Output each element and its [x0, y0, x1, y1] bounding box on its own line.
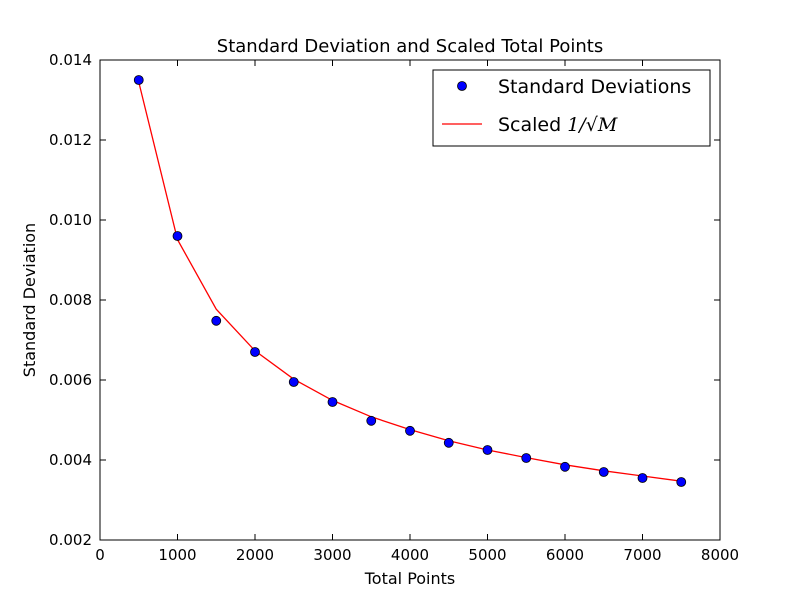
data-point-standard-deviation [443, 437, 454, 448]
legend-label-standard-deviations: Standard Deviations [498, 76, 691, 98]
x-axis-ticks: 0 1000 2000 3000 4000 5000 6000 7000 8000 [95, 60, 739, 564]
data-point-standard-deviation [366, 415, 377, 426]
x-tick-label: 7000 [623, 546, 661, 564]
legend-label-scaled-prefix: Scaled [498, 114, 567, 136]
y-tick-label: 0.014 [49, 51, 92, 69]
data-point-standard-deviation [172, 231, 183, 241]
data-point-standard-deviation [250, 347, 260, 357]
x-tick-label: 6000 [546, 546, 584, 564]
data-point-standard-deviation [211, 315, 222, 326]
y-tick-label: 0.010 [49, 211, 92, 229]
y-tick-label: 0.002 [49, 531, 92, 549]
x-tick-label: 8000 [701, 546, 739, 564]
chart-title: Standard Deviation and Scaled Total Poin… [217, 36, 603, 57]
data-point-standard-deviation [288, 377, 299, 387]
data-point-standard-deviation [482, 445, 493, 455]
x-tick-label: 4000 [391, 546, 429, 564]
y-tick-label: 0.004 [49, 451, 92, 469]
y-axis-ticks: 0.002 0.004 0.006 0.008 0.010 0.012 0.014 [49, 51, 720, 549]
data-point-standard-deviation [133, 75, 144, 85]
data-point-standard-deviation [327, 397, 338, 407]
x-tick-label: 0 [95, 546, 105, 564]
plot-area [133, 75, 687, 487]
y-axis-label: Standard Deviation [20, 223, 39, 377]
legend-label-scaled: Scaled 1/√M [498, 114, 618, 136]
y-tick-label: 0.012 [49, 131, 92, 149]
data-point-standard-deviation [676, 477, 687, 487]
y-tick-label: 0.006 [49, 371, 92, 389]
x-tick-label: 3000 [313, 546, 351, 564]
legend: Standard Deviations Scaled 1/√M [432, 69, 711, 147]
legend-label-scaled-math: 1/√M [567, 114, 618, 136]
legend-marker-standard-deviations [457, 81, 467, 91]
data-point-standard-deviation [598, 467, 609, 477]
data-point-standard-deviation [405, 425, 415, 436]
x-tick-label: 1000 [158, 546, 196, 564]
data-point-standard-deviation [560, 461, 570, 472]
data-point-standard-deviation [521, 453, 532, 463]
data-point-standard-deviation [637, 473, 648, 483]
y-tick-label: 0.008 [49, 291, 92, 309]
legend-box [432, 69, 711, 147]
x-tick-label: 5000 [468, 546, 506, 564]
x-tick-label: 2000 [236, 546, 274, 564]
x-axis-label: Total Points [364, 569, 456, 588]
